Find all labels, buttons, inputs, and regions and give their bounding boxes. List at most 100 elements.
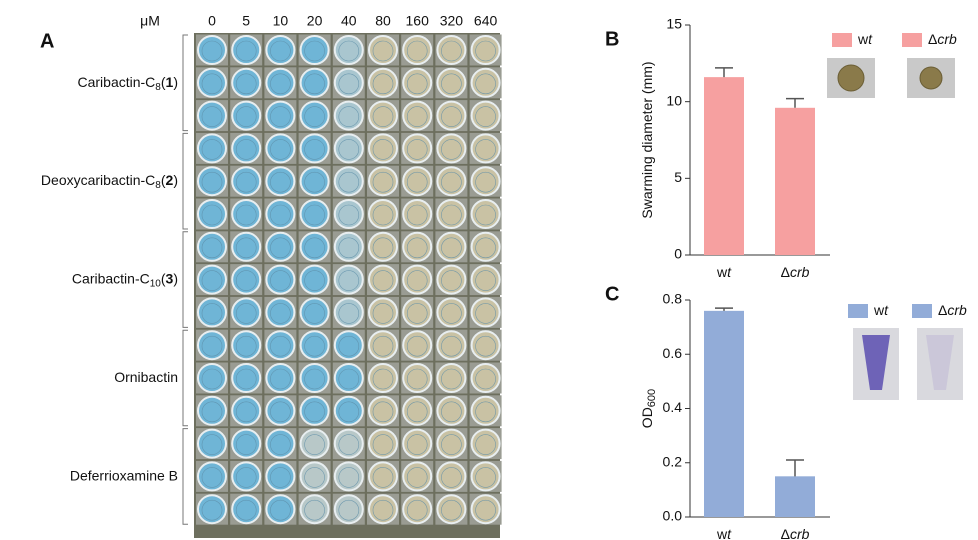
y-tick-label: 0 — [674, 246, 682, 262]
concentration-label: 320 — [440, 13, 464, 29]
well-inner — [304, 434, 325, 455]
well-inner — [338, 499, 360, 521]
well-inner — [201, 139, 223, 160]
bar — [775, 107, 815, 255]
well-inner — [235, 171, 257, 193]
well-inner — [338, 139, 360, 160]
well-inner — [270, 499, 291, 521]
well-inner — [475, 368, 496, 390]
paren: ( — [161, 270, 166, 286]
error-bar — [715, 307, 733, 311]
cat-rest: t — [727, 526, 732, 540]
dish-colony — [837, 64, 865, 92]
compound-label: Deoxycaribactin-C8(2) — [41, 172, 178, 191]
y-tick-label: 15 — [666, 16, 682, 32]
x-tick-label: Δcrb — [781, 526, 810, 540]
well-inner — [304, 106, 325, 127]
well-inner — [338, 467, 360, 488]
y-tick-label: 5 — [674, 169, 682, 185]
x-tick-label: Δcrb — [781, 264, 810, 280]
well-inner — [201, 499, 223, 521]
well-inner — [406, 499, 428, 521]
well-inner — [201, 434, 223, 455]
well-inner — [235, 139, 257, 160]
concentration-label: 160 — [406, 13, 430, 29]
well-inner — [270, 434, 291, 455]
y-tick-label: 10 — [666, 92, 682, 108]
well-inner — [372, 368, 394, 390]
error-bar — [715, 67, 733, 78]
well-inner — [304, 171, 325, 193]
well-inner — [406, 303, 428, 324]
well-inner — [201, 73, 223, 95]
well-inner — [441, 171, 462, 193]
compound-label: Caribactin-C10(3) — [72, 270, 178, 289]
well-inner — [270, 237, 291, 259]
well-inner — [304, 139, 325, 160]
y-axis-label: Swarming diameter (mm) — [639, 61, 655, 218]
well-inner — [338, 401, 360, 423]
well-inner — [201, 303, 223, 324]
well-inner — [475, 499, 496, 521]
well-inner — [441, 106, 462, 127]
well-inner — [304, 335, 325, 357]
y-tick-label: 0.0 — [663, 508, 683, 524]
well-inner — [270, 106, 291, 127]
concentration-label: 5 — [242, 13, 250, 29]
concentration-label: 80 — [375, 13, 391, 29]
well-inner — [406, 401, 428, 423]
y-tick-label: 0.2 — [663, 453, 683, 469]
well-inner — [235, 204, 257, 226]
well-inner — [338, 303, 360, 324]
well-inner — [270, 73, 291, 95]
compound-label: Ornibactin — [114, 369, 178, 385]
bracket — [182, 329, 188, 427]
well-inner — [201, 106, 223, 127]
well-inner — [475, 401, 496, 423]
well-inner — [270, 139, 291, 160]
well-inner — [270, 171, 291, 193]
well-inner — [475, 73, 496, 95]
well-inner — [235, 434, 257, 455]
well-inner — [270, 335, 291, 357]
panel-label: C — [605, 283, 619, 305]
cat-prefix: Δ — [781, 264, 790, 280]
well-inner — [201, 335, 223, 357]
well-inner — [304, 204, 325, 226]
legend-swatch — [912, 304, 932, 318]
x-tick-label: wt — [716, 526, 732, 540]
well-inner — [235, 40, 257, 62]
y-tick-label: 0.4 — [663, 399, 683, 415]
cat-rest: crb — [790, 526, 810, 540]
well-inner — [304, 303, 325, 324]
well-inner — [406, 204, 428, 226]
well-inner — [338, 270, 360, 291]
well-inner — [475, 139, 496, 160]
well-inner — [372, 204, 394, 226]
well-inner — [270, 270, 291, 291]
well-inner — [270, 303, 291, 324]
well-inner — [338, 434, 360, 455]
well-inner — [441, 73, 462, 95]
y-tick-label: 0.6 — [663, 345, 683, 361]
well-inner — [235, 106, 257, 127]
cat-rest: t — [868, 31, 873, 47]
bracket — [182, 428, 188, 525]
well-inner — [304, 40, 325, 62]
well-inner — [441, 303, 462, 324]
unit-label: μM — [140, 13, 160, 29]
well-inner — [338, 204, 360, 226]
paren: ( — [161, 172, 166, 188]
well-inner — [441, 434, 462, 455]
tube — [926, 335, 954, 390]
well-inner — [441, 204, 462, 226]
compound-subscript: 10 — [150, 278, 162, 289]
well-inner — [441, 40, 462, 62]
concentration-label: 10 — [273, 13, 289, 29]
well-inner — [406, 139, 428, 160]
well-inner — [475, 106, 496, 127]
legend-label: Δcrb — [928, 31, 957, 47]
well-inner — [475, 335, 496, 357]
well-inner — [441, 499, 462, 521]
x-tick-label: wt — [716, 264, 732, 280]
